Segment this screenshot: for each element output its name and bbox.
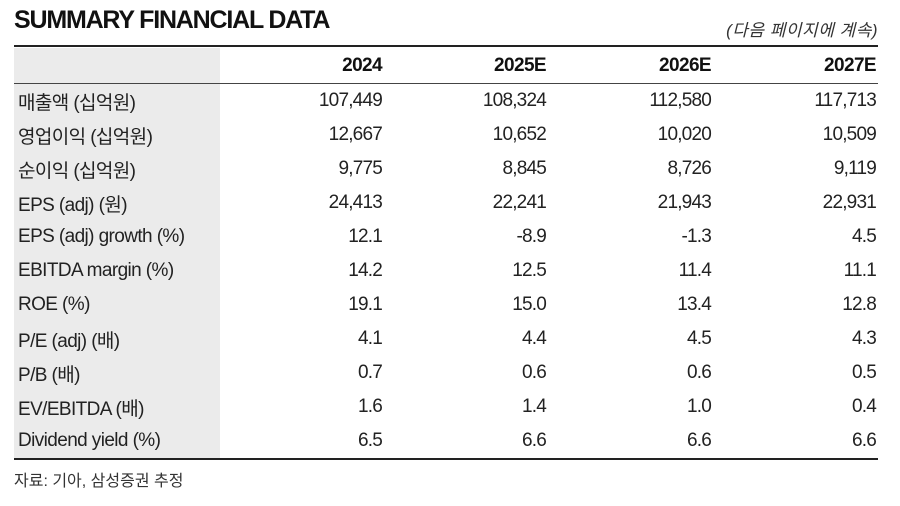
table-cell: 24,413 — [328, 192, 383, 213]
table-row: Dividend yield (%) 6.5 6.6 6.6 6.6 — [14, 424, 878, 460]
table-cell: 0.7 — [357, 362, 383, 383]
top-rule — [14, 45, 878, 47]
header-year: 2026E — [548, 48, 713, 84]
table-cell: 0.4 — [851, 396, 877, 417]
table-cell: 0.6 — [686, 362, 712, 383]
table-cell: 4.3 — [851, 328, 877, 349]
table-cell: 21,943 — [657, 192, 712, 213]
table-cell: -8.9 — [516, 226, 546, 247]
source-note: 자료: 기아, 삼성증권 추정 — [14, 473, 184, 490]
table-cell: 6.6 — [384, 424, 548, 460]
table-cell: 4.4 — [521, 328, 547, 349]
row-label: 영업이익 (십억원) — [14, 118, 220, 152]
table-row: EPS (adj) growth (%) 12.1 -8.9 -1.3 4.5 — [14, 220, 878, 254]
table-cell: 107,449 — [318, 90, 383, 111]
table-cell: 117,713 — [814, 90, 876, 111]
table-cell: 1.4 — [521, 396, 547, 417]
table-cell: -1.3 — [681, 226, 711, 247]
table-row: 영업이익 (십억원) 12,667 10,652 10,020 10,509 — [14, 118, 878, 152]
row-label: P/B (배) — [14, 356, 220, 390]
header-year: 2024 — [220, 48, 384, 84]
table-cell: 4.1 — [357, 328, 383, 349]
financial-table: 2024 2025E 2026E 2027E 매출액 (십억원) 107,449 1… — [14, 48, 878, 460]
table-cell: 9,775 — [338, 158, 382, 179]
table-cell: 10,652 — [492, 124, 547, 145]
row-label: EV/EBITDA (배) — [14, 390, 220, 424]
table-cell: 4.5 — [851, 226, 877, 247]
table-cell: 12.8 — [842, 294, 877, 315]
table-row: ROE (%) 19.1 15.0 13.4 12.8 — [14, 288, 878, 322]
table-cell: 4.5 — [686, 328, 712, 349]
table-cell: 22,931 — [822, 192, 877, 213]
table-cell: 1.6 — [357, 396, 383, 417]
table-cell: 8,845 — [502, 158, 546, 179]
row-label: 순이익 (십억원) — [14, 152, 220, 186]
table-row: EPS (adj) (원) 24,413 22,241 21,943 22,931 — [14, 186, 878, 220]
table-cell: 9,119 — [833, 158, 877, 179]
header-row: 2024 2025E 2026E 2027E — [14, 48, 878, 84]
table-row: P/E (adj) (배) 4.1 4.4 4.5 4.3 — [14, 322, 878, 356]
table-cell: 11.1 — [843, 260, 877, 281]
table-cell: 15.0 — [512, 294, 547, 315]
row-label: Dividend yield (%) — [14, 424, 220, 460]
table-cell: 22,241 — [492, 192, 547, 213]
table-cell: 14.2 — [348, 260, 383, 281]
table-cell: 0.6 — [521, 362, 547, 383]
table-cell: 1.0 — [686, 396, 712, 417]
table-cell: 12,667 — [328, 124, 383, 145]
table-cell: 12.1 — [348, 226, 383, 247]
row-label: 매출액 (십억원) — [14, 83, 220, 118]
table-row: 매출액 (십억원) 107,449 108,324 112,580 117,713 — [14, 83, 878, 118]
table-cell: 10,020 — [657, 124, 712, 145]
table-row: P/B (배) 0.7 0.6 0.6 0.5 — [14, 356, 878, 390]
row-label: EBITDA margin (%) — [14, 254, 220, 288]
table-cell: 6.6 — [713, 424, 878, 460]
table-cell: 19.1 — [348, 294, 383, 315]
row-label: EPS (adj) growth (%) — [14, 220, 220, 254]
header-year: 2027E — [713, 48, 878, 84]
table-cell: 6.6 — [548, 424, 713, 460]
page-title: SUMMARY FINANCIAL DATA — [14, 6, 330, 34]
row-label: ROE (%) — [14, 288, 220, 322]
table-cell: 11.4 — [678, 260, 712, 281]
header-year: 2025E — [384, 48, 548, 84]
continued-note: (다음 페이지에 계속) — [726, 21, 878, 40]
table-row: EBITDA margin (%) 14.2 12.5 11.4 11.1 — [14, 254, 878, 288]
row-label: P/E (adj) (배) — [14, 322, 220, 356]
row-label: EPS (adj) (원) — [14, 186, 220, 220]
table-cell: 10,509 — [822, 124, 877, 145]
table-cell: 13.4 — [677, 294, 712, 315]
table-row: EV/EBITDA (배) 1.6 1.4 1.0 0.4 — [14, 390, 878, 424]
table-cell: 6.5 — [220, 424, 384, 460]
table-cell: 108,324 — [482, 90, 547, 111]
table-row: 순이익 (십억원) 9,775 8,845 8,726 9,119 — [14, 152, 878, 186]
table-cell: 0.5 — [851, 362, 877, 383]
table-cell: 112,580 — [649, 90, 711, 111]
table-cell: 8,726 — [667, 158, 711, 179]
header-corner — [14, 48, 220, 84]
table-cell: 12.5 — [512, 260, 547, 281]
